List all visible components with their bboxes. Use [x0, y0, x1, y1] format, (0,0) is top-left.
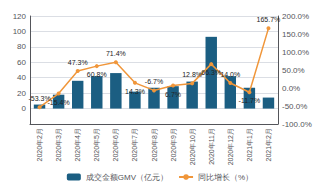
svg-text:40: 40 — [17, 73, 26, 82]
svg-text:120: 120 — [13, 12, 27, 21]
svg-text:60.8%: 60.8% — [87, 71, 107, 78]
svg-text:2020年8月: 2020年8月 — [151, 128, 158, 161]
svg-text:14.0%: 14.0% — [220, 71, 240, 78]
svg-text:2020年7月: 2020年7月 — [131, 128, 138, 161]
svg-text:2020年11月: 2020年11月 — [208, 128, 215, 165]
svg-text:20: 20 — [17, 89, 26, 98]
svg-text:-6.7%: -6.7% — [145, 78, 163, 85]
svg-text:47.3%: 47.3% — [68, 59, 88, 66]
svg-text:-53.3%: -53.3% — [28, 95, 51, 103]
svg-text:6.7%: 6.7% — [165, 91, 181, 98]
svg-text:-50.0%: -50.0% — [282, 102, 307, 111]
svg-text:200.0%: 200.0% — [282, 12, 309, 21]
svg-text:14.3%: 14.3% — [125, 88, 145, 95]
svg-text:100.0%: 100.0% — [282, 48, 309, 57]
svg-text:-15.4%: -15.4% — [48, 99, 70, 106]
svg-text:-11.7%: -11.7% — [239, 97, 261, 104]
svg-text:2020年3月: 2020年3月 — [55, 128, 62, 161]
svg-text:2020年2月: 2020年2月 — [36, 128, 43, 161]
svg-text:成交金额GMV（亿元）: 成交金额GMV（亿元） — [86, 173, 168, 182]
svg-text:71.4%: 71.4% — [106, 50, 126, 57]
svg-text:12.8%: 12.8% — [182, 71, 202, 78]
svg-text:66.3%: 66.3% — [201, 69, 221, 76]
svg-text:165.7%: 165.7% — [257, 16, 281, 23]
svg-text:同比增长（%）: 同比增长（%） — [198, 173, 253, 182]
svg-text:2020年6月: 2020年6月 — [112, 128, 119, 161]
svg-text:2021年2月: 2021年2月 — [265, 128, 272, 161]
svg-text:60: 60 — [17, 58, 26, 67]
svg-text:150.0%: 150.0% — [282, 30, 309, 39]
svg-text:2020年9月: 2020年9月 — [170, 128, 177, 161]
svg-text:80: 80 — [17, 42, 26, 51]
svg-text:2020年5月: 2020年5月 — [93, 128, 100, 161]
svg-text:100: 100 — [13, 27, 27, 36]
svg-text:0: 0 — [22, 104, 27, 113]
svg-text:50.0%: 50.0% — [282, 66, 305, 75]
svg-text:2020年4月: 2020年4月 — [74, 128, 81, 161]
svg-text:2021年1月: 2021年1月 — [246, 128, 253, 161]
svg-text:-100.0%: -100.0% — [282, 120, 312, 129]
svg-text:2020年12月: 2020年12月 — [227, 128, 234, 165]
svg-text:0.0%: 0.0% — [282, 84, 300, 93]
svg-text:2020年10月: 2020年10月 — [189, 128, 196, 165]
